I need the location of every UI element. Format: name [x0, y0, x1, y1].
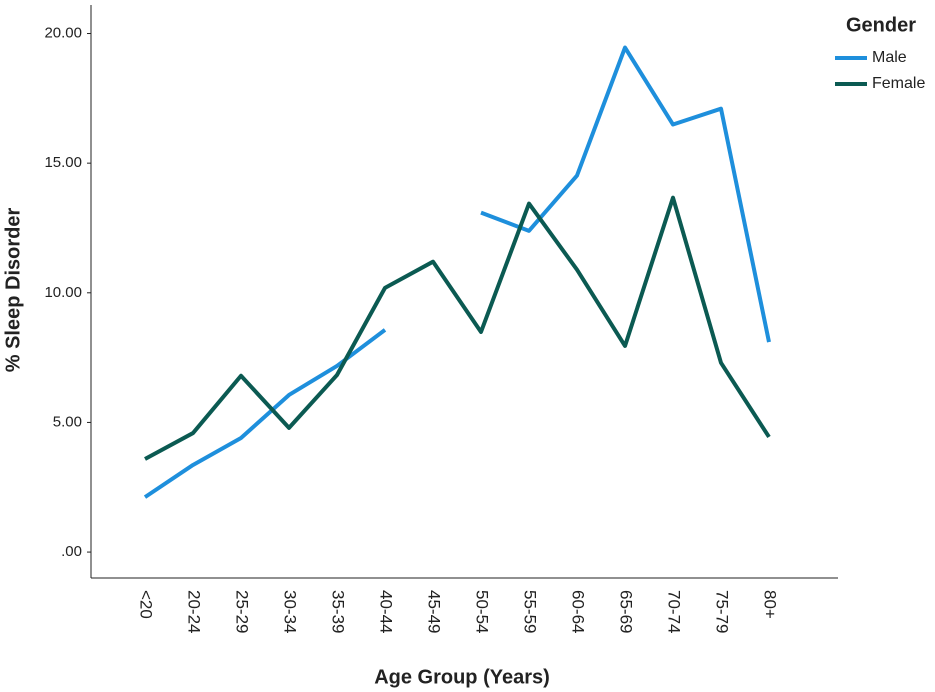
x-tick-label: 30-34: [281, 590, 300, 633]
x-tick-label: 40-44: [377, 590, 396, 633]
x-tick-label: 70-74: [665, 590, 684, 633]
x-tick-label: 75-79: [713, 590, 732, 633]
y-tick-label: 5.00: [53, 413, 82, 430]
x-tick-label: 35-39: [329, 590, 348, 633]
series-line: [144, 195, 771, 461]
y-tick-label: 20.00: [44, 24, 82, 41]
legend-label: Male: [872, 49, 907, 66]
y-tick-label: 15.00: [44, 154, 82, 171]
x-tick-label: 60-64: [569, 590, 588, 633]
x-tick-label: 20-24: [185, 590, 204, 633]
x-tick-label: 55-59: [521, 590, 540, 633]
x-tick-label: 25-29: [233, 590, 252, 633]
x-tick-label: 45-49: [425, 590, 444, 633]
x-tick-label: <20: [137, 590, 156, 619]
y-tick-label: .00: [61, 543, 82, 560]
x-tick-label: 65-69: [617, 590, 636, 633]
legend-label: Female: [872, 75, 925, 92]
x-tick-label: 50-54: [473, 590, 492, 633]
y-tick-label: 10.00: [44, 284, 82, 301]
x-axis-label: Age Group (Years): [374, 666, 550, 688]
series-line: [480, 45, 771, 343]
x-tick-label: 80+: [761, 590, 780, 619]
legend-title: Gender: [846, 14, 916, 36]
y-axis-label: % Sleep Disorder: [2, 208, 24, 373]
